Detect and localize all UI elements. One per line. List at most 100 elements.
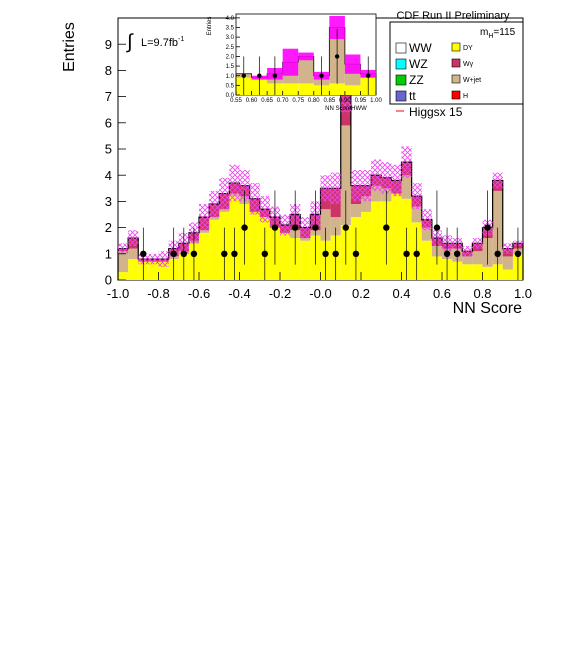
data-point-2	[272, 73, 278, 78]
bar-dy-8	[199, 232, 210, 280]
x-tick-label-9: 0.8	[473, 286, 491, 301]
y-tick-label-6: 6	[105, 115, 112, 130]
bar-dy-24	[361, 211, 372, 280]
band-bin-21	[330, 172, 341, 205]
legend-swatch-0	[395, 42, 407, 54]
x-tick-label-0: -1.0	[107, 286, 129, 301]
data-point-1	[170, 250, 177, 257]
integral-symbol: ∫	[126, 31, 134, 53]
data-point-5	[231, 250, 238, 257]
band-bin-28	[401, 146, 412, 178]
y-tick-label-1: 1	[105, 246, 112, 261]
bar-w-jet-30	[421, 227, 432, 241]
legend-swatch-4	[395, 74, 407, 86]
y-tick-label-0: 0.0	[226, 93, 235, 99]
bar-w-jet-24	[361, 196, 372, 212]
data-point-13	[342, 224, 350, 231]
band-bin-1	[128, 230, 139, 246]
y-tick-label-7: 7	[105, 89, 112, 104]
y-tick-label-5: 5	[105, 142, 112, 157]
band-bin-10	[219, 177, 230, 210]
band-bin-27	[391, 164, 402, 197]
x-tick-label-10: 1.0	[514, 286, 532, 301]
x-tick-label-2: -0.6	[188, 286, 210, 301]
band-bin-38	[502, 243, 513, 254]
band-bin-14	[259, 196, 270, 223]
band-bin-11	[229, 164, 240, 202]
bar-dy-18	[300, 240, 311, 280]
x-tick-label-1: 0.60	[246, 98, 258, 104]
y-tick-label-7: 3.5	[226, 26, 235, 32]
legend-label-8: Higgsx 15	[409, 105, 463, 119]
y-tick-label-3: 3	[105, 194, 112, 209]
legend-label-3: Wγ	[463, 61, 474, 68]
band-bin-18	[300, 217, 311, 239]
bar-dy-13	[249, 211, 260, 280]
band-bin-25	[371, 159, 382, 191]
legend-swatch-7	[451, 90, 461, 100]
bar-dy-16	[280, 232, 291, 280]
x-tick-label-5: 0.80	[308, 98, 320, 104]
bar-w-jet-34	[462, 256, 473, 265]
band-bin-9	[209, 190, 220, 218]
bar-dy-3	[282, 83, 299, 95]
bar-w-jet-10	[219, 209, 230, 212]
x-tick-label-2: 0.65	[261, 98, 273, 104]
data-point-11	[322, 250, 329, 257]
bar-dy-27	[391, 193, 402, 280]
y-axis-label: Entries	[61, 22, 78, 72]
x-tick-label-6: 0.85	[323, 98, 335, 104]
x-tick-label-7: 0.90	[339, 98, 351, 104]
band-bin-3	[148, 253, 159, 265]
data-point-5	[366, 73, 371, 78]
data-point-7	[261, 250, 269, 257]
data-point-22	[494, 250, 501, 257]
inset-axes: 0.55 0.60 0.65 0.70 0.75 0.80 0.85 0.90 0.95 1.00…	[226, 16, 383, 104]
y-tick-label-3: 1.5	[226, 64, 235, 70]
legend-label-2: WZ	[409, 57, 428, 71]
x-tick-label-5: -0.0	[309, 286, 331, 301]
legend-label-6: tt	[409, 89, 416, 103]
y-tick-label-9: 9	[105, 37, 112, 52]
bar-w-jet-28	[401, 175, 412, 199]
bar-dy-35	[472, 264, 483, 280]
band-bin-0	[118, 243, 129, 254]
band-bin-24	[361, 169, 372, 202]
bar-w-jet-35	[472, 251, 483, 265]
x-tick-label-4: 0.75	[292, 98, 304, 104]
bar-w-jet-9	[209, 217, 220, 220]
band-bin-7	[344, 54, 361, 74]
y-tick-label-0: 0	[105, 273, 112, 288]
x-axis-label: NN Score	[453, 300, 522, 317]
band-bin-37	[492, 172, 503, 189]
y-tick-label-5: 2.5	[226, 45, 235, 51]
band-bin-12	[239, 169, 250, 202]
bar-dy-6	[329, 83, 345, 95]
band-bin-30	[421, 209, 432, 231]
bar-dy-34	[462, 264, 473, 280]
bar-w-jet-38	[502, 256, 513, 270]
main-axes: -1.0 -0.8 -0.6 -0.4 -0.2 -0.0 0.2 0.4 0.6 0.8 1.00…	[105, 37, 532, 301]
data-point-4	[221, 250, 228, 257]
bar-w-jet-22	[340, 125, 351, 225]
legend-swatch-3	[451, 58, 461, 68]
bar-dy-7	[344, 85, 361, 95]
bar-dy-31	[431, 256, 442, 280]
legend-swatch-5	[451, 74, 461, 84]
legend-label-0: WW	[409, 41, 432, 55]
bar-dy-0	[118, 272, 129, 280]
inset-x-axis-label: NN ScoreHWW	[325, 106, 367, 112]
band-bin-16	[280, 214, 291, 236]
data-point-3	[319, 73, 324, 78]
x-tick-label-1: -0.8	[147, 286, 169, 301]
bar-w-jet-23	[350, 204, 361, 218]
data-point-20	[453, 250, 461, 257]
bar-w-jet-25	[371, 185, 382, 202]
band-bin-3	[282, 48, 299, 76]
legend-swatch-6	[395, 90, 407, 102]
bar-w-jet-21	[330, 217, 341, 236]
data-point-6	[241, 224, 248, 231]
bar-w-jet-1	[128, 248, 139, 260]
